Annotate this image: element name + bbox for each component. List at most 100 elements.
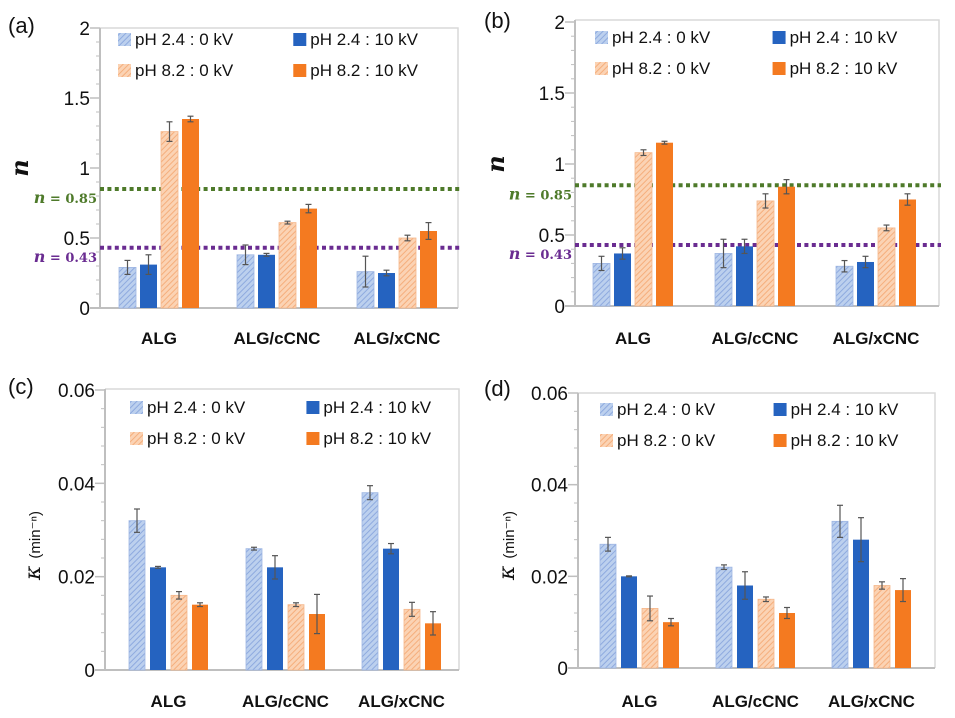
bar bbox=[420, 231, 437, 308]
x-category-label: ALG bbox=[622, 692, 658, 711]
y-tick-label: 0.04 bbox=[531, 476, 568, 497]
bar bbox=[300, 208, 317, 308]
y-tick-label: 1 bbox=[79, 159, 90, 180]
legend-swatch bbox=[773, 434, 787, 447]
legend-item: pH 2.4 : 0 kV bbox=[595, 28, 711, 47]
legend-swatch bbox=[595, 62, 608, 75]
chart-panel-a: 0 0.5 1 1.5 2 (a) nn = 0.85 n = 0.43 ALG ALG/cCNC… bbox=[5, 13, 460, 348]
legend-swatch bbox=[118, 33, 131, 46]
x-category-label: ALG/xCNC bbox=[358, 692, 445, 711]
bar bbox=[634, 152, 653, 307]
y-tick-label: 0 bbox=[554, 297, 565, 318]
legend-swatch bbox=[130, 432, 143, 445]
panel-label: (b) bbox=[484, 8, 511, 33]
bar bbox=[715, 566, 733, 669]
bar bbox=[150, 567, 166, 670]
legend-item: pH 8.2 : 0 kV bbox=[600, 431, 716, 450]
y-tick-label: 1 bbox=[554, 155, 565, 176]
legend-label: pH 8.2 : 0 kV bbox=[617, 431, 716, 450]
bar bbox=[361, 492, 379, 671]
legend-label: pH 2.4 : 10 kV bbox=[791, 400, 899, 419]
legend-item: pH 8.2 : 0 kV bbox=[130, 429, 246, 448]
legend-swatch bbox=[306, 432, 320, 445]
plot-frame bbox=[105, 388, 460, 670]
bar bbox=[182, 119, 199, 308]
bar bbox=[899, 199, 916, 306]
bar bbox=[160, 131, 179, 309]
y-axis-title: n bbox=[5, 159, 34, 176]
panel-label: (d) bbox=[484, 376, 511, 401]
legend-label: pH 8.2 : 10 kV bbox=[791, 431, 899, 450]
bar bbox=[309, 614, 325, 670]
bar bbox=[245, 548, 263, 671]
legend-swatch bbox=[130, 401, 143, 414]
legend-item: pH 2.4 : 10 kV bbox=[772, 28, 898, 47]
legend-item: pH 2.4 : 10 kV bbox=[306, 398, 432, 417]
bar bbox=[278, 222, 297, 309]
legend-label: pH 8.2 : 10 kV bbox=[310, 61, 418, 80]
y-tick-label: 2 bbox=[554, 13, 565, 34]
bar bbox=[757, 598, 775, 669]
y-tick-label: 0.04 bbox=[58, 474, 95, 495]
legend-label: pH 2.4 : 0 kV bbox=[135, 30, 234, 49]
panel-label: (a) bbox=[8, 13, 35, 38]
bar bbox=[737, 585, 753, 668]
legend-item: pH 8.2 : 0 kV bbox=[595, 59, 711, 78]
legend-swatch bbox=[600, 434, 613, 447]
legend-swatch bbox=[600, 403, 613, 416]
bar bbox=[873, 585, 891, 669]
reference-line-label: n = 0.85 bbox=[34, 188, 97, 207]
bar bbox=[378, 273, 395, 308]
x-category-label: ALG/cCNC bbox=[234, 329, 321, 348]
y-tick-label: 1.5 bbox=[64, 89, 90, 110]
legend-label: pH 2.4 : 10 kV bbox=[790, 28, 898, 47]
bar bbox=[831, 520, 849, 669]
x-category-label: ALG/cCNC bbox=[242, 692, 329, 711]
legend-swatch bbox=[773, 403, 787, 416]
legend-label: pH 8.2 : 10 kV bbox=[790, 59, 898, 78]
bar bbox=[756, 200, 775, 307]
legend-item: pH 8.2 : 0 kV bbox=[118, 61, 234, 80]
legend-item: pH 2.4 : 0 kV bbox=[118, 30, 234, 49]
legend-item: pH 8.2 : 10 kV bbox=[293, 61, 419, 80]
legend-label: pH 8.2 : 0 kV bbox=[612, 59, 711, 78]
bar bbox=[128, 520, 146, 671]
bar bbox=[258, 254, 275, 308]
x-category-label: ALG/cCNC bbox=[712, 329, 799, 348]
y-axis-title: n bbox=[481, 155, 510, 172]
legend-item: pH 8.2 : 10 kV bbox=[772, 59, 898, 78]
legend-swatch bbox=[306, 401, 320, 414]
legend-label: pH 2.4 : 0 kV bbox=[617, 400, 716, 419]
legend-swatch bbox=[118, 64, 131, 77]
y-axis-title: κ (min⁻ⁿ) bbox=[21, 511, 46, 581]
bar bbox=[614, 253, 631, 306]
legend-label: pH 8.2 : 0 kV bbox=[147, 429, 246, 448]
y-tick-label: 0.5 bbox=[64, 229, 90, 250]
x-category-label: ALG/cCNC bbox=[712, 692, 799, 711]
chart-panel-c: 0 0.02 0.04 0.06 (c) κ (min⁻ⁿ) ALG ALG/cCNC ALG/… bbox=[8, 374, 460, 711]
legend-swatch bbox=[772, 62, 786, 75]
panel-label: (c) bbox=[8, 374, 34, 399]
y-tick-label: 2 bbox=[79, 19, 90, 40]
bar bbox=[663, 622, 679, 668]
bar bbox=[383, 548, 399, 670]
bar bbox=[599, 543, 617, 669]
legend-label: pH 2.4 : 10 kV bbox=[310, 30, 418, 49]
legend-swatch bbox=[595, 31, 608, 44]
bar bbox=[778, 186, 795, 306]
y-tick-label: 1.5 bbox=[539, 84, 565, 105]
bar bbox=[287, 604, 305, 671]
legend-swatch bbox=[293, 64, 307, 77]
x-category-label: ALG/xCNC bbox=[354, 329, 441, 348]
bar bbox=[398, 237, 417, 309]
x-category-label: ALG bbox=[615, 329, 651, 348]
legend-label: pH 8.2 : 0 kV bbox=[135, 61, 234, 80]
bar bbox=[425, 623, 441, 670]
y-tick-label: 0 bbox=[557, 659, 568, 680]
y-tick-label: 0.06 bbox=[531, 384, 568, 405]
bar bbox=[403, 608, 421, 671]
reference-line-label: n = 0.85 bbox=[509, 184, 572, 203]
bar bbox=[857, 261, 874, 306]
x-category-label: ALG/xCNC bbox=[833, 329, 920, 348]
